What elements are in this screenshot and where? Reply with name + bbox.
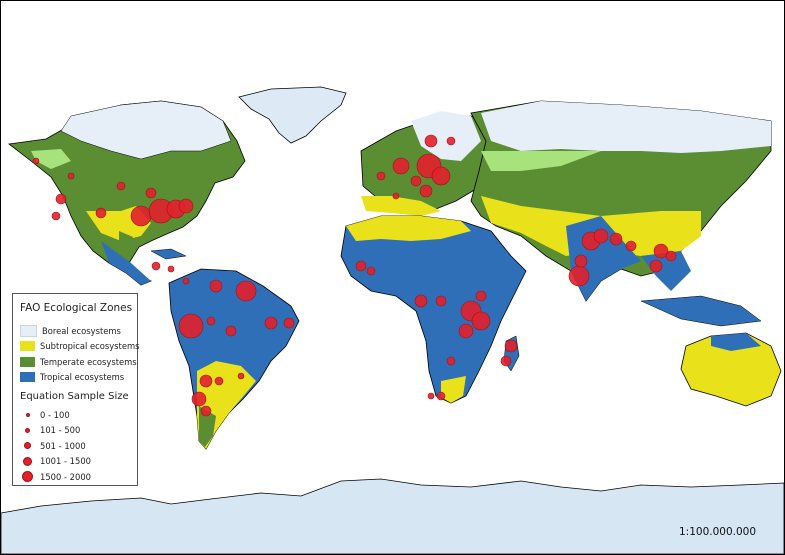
sample-marker [95,207,107,219]
sample-marker [653,243,669,259]
sample-marker [376,171,386,181]
sample-marker [410,175,422,187]
south-america [168,268,300,450]
sample-marker [427,392,435,400]
legend-zone-boreal: Boreal ecosystems [20,323,131,339]
sample-marker [355,260,367,272]
sample-marker [392,157,410,175]
sample-marker [446,356,456,366]
sample-size-markers [32,134,677,417]
caribbean [150,248,187,260]
sample-marker [67,172,75,180]
temperate-swatch [20,356,35,367]
sample-marker [206,316,216,326]
tropical-label: Tropical ecosystems [40,372,125,383]
sample-marker [209,279,223,293]
legend-sample-class: 0 - 100 [20,407,131,423]
sample-marker [178,198,194,214]
legend-zone-subtropical: Subtropical ecosystems [20,339,140,355]
marker-icon [24,427,31,433]
legend-sample-title: Equation Sample Size [20,391,129,402]
boreal-label: Boreal ecosystems [42,325,121,336]
sample-marker [649,259,663,273]
map-scale: 1:100.000.000 [679,526,757,538]
sample-marker [178,313,204,339]
sample-marker [574,254,588,268]
boreal-swatch [20,324,37,337]
sample-marker [32,157,40,165]
australia [680,332,782,407]
sample-marker [471,311,491,331]
sample-marker [191,391,207,407]
sample-class-label: 1500 - 2000 [40,471,91,482]
sample-class-label: 101 - 500 [40,425,81,436]
legend-sample-class: 1500 - 2000 [20,469,131,485]
sample-marker [237,372,245,380]
tropical-swatch [20,372,35,383]
temperate-label: Temperate ecosystems [40,356,137,367]
sample-marker [225,325,237,337]
legend-zone-tropical: Tropical ecosystems [20,370,131,386]
sample-marker [609,232,623,246]
sample-marker [568,265,590,287]
legend-sample-class: 501 - 1000 [20,438,131,454]
sample-marker [167,265,175,273]
indonesia [640,295,762,327]
sample-marker [366,266,376,276]
sample-marker [130,205,152,227]
sample-marker [593,228,609,244]
sample-marker [475,290,487,302]
sample-marker [199,374,213,388]
marker-icon [24,442,31,450]
sample-marker [392,192,400,200]
sample-marker [145,187,157,199]
sample-marker [424,134,438,148]
asia [470,100,772,302]
sample-marker [431,166,451,186]
legend-zones-title: FAO Ecological Zones [20,302,133,314]
sample-marker [151,261,161,271]
greenland [238,86,347,144]
legend-sample-class: 101 - 500 [20,423,131,439]
marker-icon [23,456,32,466]
sample-marker [458,323,474,339]
sample-marker [264,316,278,330]
subtropical-swatch [20,341,35,352]
sample-class-label: 1001 - 1500 [40,456,91,467]
marker-icon [22,471,33,483]
antarctica [1,478,784,554]
sample-marker [182,277,190,285]
sample-marker [419,184,433,198]
subtropical-label: Subtropical ecosystems [40,341,140,352]
sample-marker [200,405,212,417]
sample-marker [625,240,637,252]
marker-icon [25,412,30,417]
sample-marker [446,136,456,146]
map-legend: FAO Ecological Zones Boreal ecosystems S… [12,293,140,486]
sample-marker [435,295,447,307]
sample-marker [436,391,446,401]
sample-marker [665,250,677,262]
sample-marker [504,339,518,353]
sample-class-label: 501 - 1000 [40,440,86,451]
africa [340,215,527,404]
sample-marker [116,181,126,191]
legend-sample-class: 1001 - 1500 [20,454,131,470]
north-america [7,100,246,286]
sample-marker [414,294,428,308]
sample-marker [51,211,61,221]
sample-marker [55,193,67,205]
sample-marker [283,317,295,329]
legend-zone-temperate: Temperate ecosystems [20,354,137,370]
sample-marker [235,280,257,302]
sample-marker [500,355,512,367]
sample-marker [214,376,224,386]
sample-class-label: 0 - 100 [40,409,70,420]
